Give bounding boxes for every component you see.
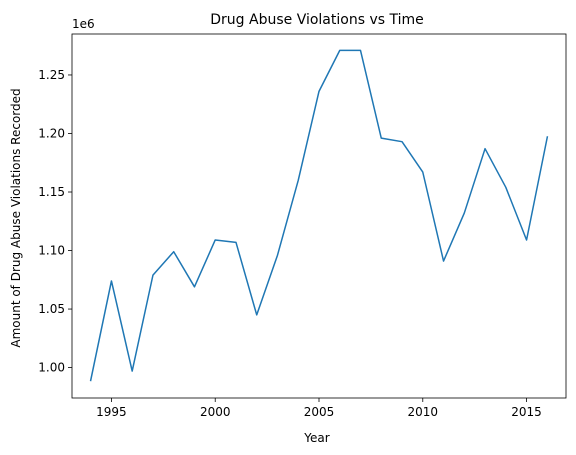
y-tick-label: 1.20 bbox=[38, 126, 65, 140]
x-tick-label: 1995 bbox=[96, 405, 127, 419]
series-layer bbox=[89, 49, 549, 382]
x-tick-label: 2000 bbox=[200, 405, 231, 419]
plot-frame bbox=[71, 33, 567, 399]
chart-title: Drug Abuse Violations vs Time bbox=[210, 12, 424, 28]
y-tick-label: 1.15 bbox=[38, 185, 65, 199]
y-tick-label: 1.10 bbox=[38, 244, 65, 258]
axis-ticks: 1995 2000 2005 2010 2015 1.00 1.05 1.10 1.15 1.20… bbox=[38, 68, 542, 419]
x-tick-label: 2005 bbox=[304, 405, 335, 419]
x-tick-label: 2010 bbox=[408, 405, 439, 419]
y-tick-label: 1.00 bbox=[38, 361, 65, 375]
y-offset-label: 1e6 bbox=[72, 17, 95, 31]
x-axis-label: Year bbox=[303, 431, 329, 445]
x-tick-label: 2015 bbox=[511, 405, 542, 419]
y-tick-label: 1.05 bbox=[38, 302, 65, 316]
y-axis-label: Amount of Drug Abuse Violations Recorded bbox=[9, 88, 23, 347]
y-tick-label: 1.25 bbox=[38, 68, 65, 82]
series-line bbox=[89, 49, 549, 382]
